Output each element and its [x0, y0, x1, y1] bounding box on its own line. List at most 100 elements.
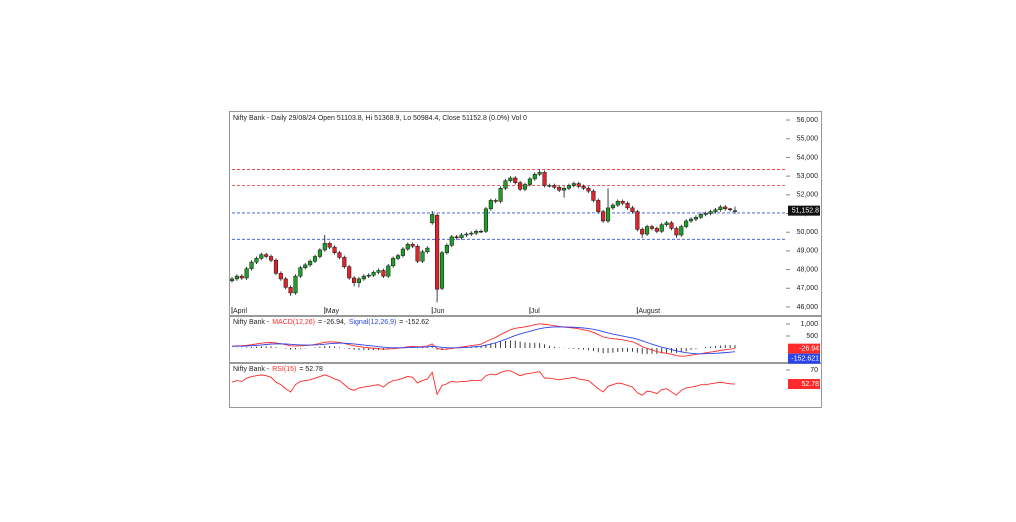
- candle-body: [586, 188, 591, 192]
- candle-body: [337, 252, 342, 258]
- candle-body: [542, 172, 547, 186]
- candle-body: [430, 214, 435, 224]
- y-tick-label: 56,000: [797, 117, 819, 124]
- candle-body: [591, 190, 596, 201]
- candle-body: [244, 268, 249, 279]
- candle-body: [278, 273, 283, 280]
- candle-body: [327, 243, 332, 248]
- candle-body: [464, 233, 469, 236]
- legend-name: MACD(12,26): [272, 319, 315, 326]
- candle-body: [415, 245, 420, 262]
- rsi-panel: [229, 363, 822, 408]
- candle-body: [532, 173, 537, 180]
- candle-body: [322, 243, 327, 251]
- candle-body: [605, 207, 611, 222]
- candle-body: [444, 245, 449, 254]
- legend-value: = -152.62: [399, 319, 429, 326]
- candle-body: [557, 187, 562, 191]
- candle-body: [298, 267, 303, 277]
- candle-body: [566, 185, 572, 189]
- macd-panel: [229, 316, 822, 363]
- x-tick-label: April: [233, 308, 247, 315]
- candle-body: [361, 275, 366, 280]
- candle-body: [229, 278, 235, 282]
- candle-body: [425, 247, 430, 253]
- candle-body: [693, 216, 698, 220]
- y-tick-label: 1,000: [800, 321, 818, 328]
- legend-value: = 52.78: [299, 366, 323, 373]
- candle-body: [674, 228, 679, 236]
- candle-body: [562, 188, 567, 191]
- y-tick-label: 48,000: [797, 266, 819, 273]
- candle-body: [249, 261, 254, 269]
- candle-body: [576, 183, 581, 187]
- rsi-line: [231, 370, 736, 396]
- legend-value: = -26.94,: [318, 319, 346, 326]
- legend: Nifty Bank - MACD(12,26) = -26.94, Signal(1…: [233, 319, 429, 326]
- candle-body: [620, 201, 625, 204]
- candle-body: [352, 277, 357, 283]
- chart-title: Nifty Bank - Daily 29/08/24 Open 51103.8…: [233, 115, 527, 122]
- candle-body: [503, 180, 508, 189]
- legend-prefix: Nifty Bank -: [233, 366, 270, 373]
- candle-body: [395, 255, 401, 259]
- candle-body: [347, 266, 352, 279]
- candle-body: [386, 265, 391, 277]
- candle-body: [571, 183, 576, 186]
- candle-body: [259, 254, 264, 259]
- candle-body: [269, 256, 274, 261]
- candle-body: [381, 270, 386, 277]
- candle-body: [254, 258, 259, 263]
- candle-body: [713, 209, 718, 212]
- last-value-label-box: [788, 379, 820, 390]
- y-tick-label: 47,000: [797, 285, 819, 292]
- y-tick-label: 52,000: [797, 192, 819, 199]
- candle-body: [669, 222, 674, 229]
- legend: Nifty Bank - RSI(15) = 52.78: [233, 366, 323, 373]
- indicator-line: [231, 326, 736, 355]
- candle-body: [234, 275, 239, 280]
- candle-body: [527, 178, 532, 185]
- candle-body: [283, 278, 288, 288]
- candle-body: [293, 275, 298, 294]
- y-tick-label: 500: [806, 333, 818, 340]
- candle-body: [371, 272, 376, 276]
- x-tick-label: Jun: [433, 308, 444, 315]
- candle-body: [469, 232, 474, 235]
- candle-body: [391, 258, 396, 267]
- candle-body: [317, 249, 322, 257]
- candle-body: [698, 214, 703, 218]
- y-tick-label: 46,000: [797, 304, 819, 311]
- candle-body: [732, 210, 738, 212]
- candle-body: [435, 215, 440, 290]
- candle-body: [308, 260, 313, 266]
- candle-body: [537, 172, 542, 175]
- candle-body: [454, 236, 459, 239]
- candle-body: [264, 254, 269, 257]
- candle-body: [596, 200, 601, 212]
- candle-body: [508, 177, 513, 182]
- legend-name: Signal(12,26,9): [349, 319, 396, 326]
- candle-body: [728, 208, 733, 211]
- candle-body: [273, 259, 279, 274]
- y-tick-label: 53,000: [797, 173, 819, 180]
- candle-body: [332, 246, 337, 254]
- candle-body: [615, 201, 620, 206]
- candle-body: [708, 211, 713, 214]
- candle-body: [630, 207, 635, 212]
- candle-body: [342, 257, 347, 268]
- candle-body: [400, 248, 405, 256]
- candle-body: [239, 275, 244, 279]
- candle-body: [649, 226, 655, 229]
- last-value-label: -26.94: [799, 345, 819, 352]
- price-panel: [229, 111, 822, 316]
- candle-body: [723, 206, 728, 210]
- candle-body: [522, 184, 528, 190]
- candle-body: [552, 185, 557, 188]
- candle-body: [581, 186, 586, 189]
- indicator-line: [231, 323, 736, 357]
- candle-body: [303, 264, 308, 268]
- y-tick-label: 70: [810, 367, 818, 374]
- candle-body: [513, 177, 518, 183]
